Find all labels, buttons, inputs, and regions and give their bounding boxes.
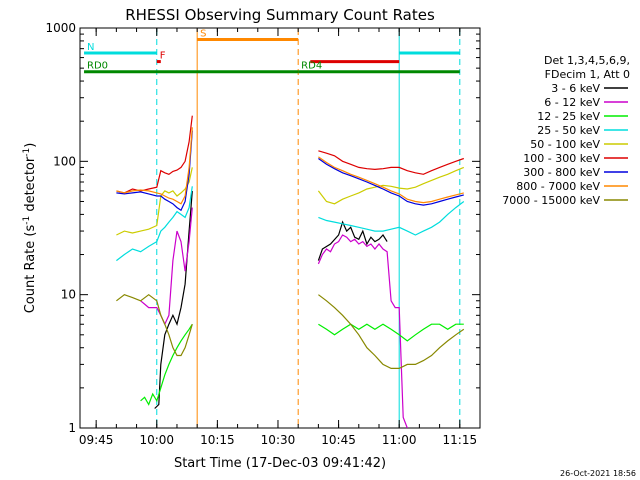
series-line xyxy=(140,323,193,406)
x-tick-label: 09:45 xyxy=(79,433,114,447)
series-line xyxy=(318,158,464,206)
series-line xyxy=(318,201,465,236)
y-tick-label: 10 xyxy=(61,288,76,302)
series-line xyxy=(116,115,193,194)
series-line xyxy=(318,150,464,175)
series-line xyxy=(116,130,193,212)
flag-label: RD4 xyxy=(301,61,322,72)
vlines-group xyxy=(156,29,461,427)
series-line xyxy=(318,323,464,342)
legend-label: 7000 - 15000 keV xyxy=(502,194,600,207)
x-axis-label: Start Time (17-Dec-03 09:41:42) xyxy=(174,456,386,471)
x-tick-label: 11:15 xyxy=(443,433,478,447)
legend-label: 12 - 25 keV xyxy=(537,110,600,123)
x-tick-label: 10:15 xyxy=(200,433,235,447)
timestamp: 26-Oct-2021 18:56 xyxy=(560,469,636,478)
plot-frame xyxy=(79,27,481,429)
x-tick-label: 10:45 xyxy=(321,433,356,447)
axes-group: 1 10 100 1000 09:45 10:00 10:15 10:30 10:45 11:00… xyxy=(45,21,481,447)
series-line xyxy=(116,293,193,357)
legend-label: 100 - 300 keV xyxy=(523,152,600,165)
legend: Det 1,3,4,5,6,9,FDecim 1, Att 03 - 6 keV… xyxy=(502,54,630,207)
series-line xyxy=(317,166,465,205)
series-line xyxy=(140,207,193,326)
series-line xyxy=(116,167,193,236)
legend-label: 6 - 12 keV xyxy=(544,96,600,109)
legend-label: 50 - 100 keV xyxy=(530,138,600,151)
series-line xyxy=(317,234,408,429)
series-line xyxy=(317,220,388,261)
x-tick-label: 10:00 xyxy=(139,433,174,447)
legend-label: 300 - 800 keV xyxy=(523,166,600,179)
series-group xyxy=(116,115,465,429)
flag-label: N xyxy=(87,42,94,53)
flags-group: N F S RD0 RD4 xyxy=(84,28,460,74)
legend-header: Det 1,3,4,5,6,9, xyxy=(544,54,630,67)
series-line xyxy=(154,190,193,409)
legend-label: 800 - 7000 keV xyxy=(516,180,600,193)
x-tick-label: 10:30 xyxy=(261,433,296,447)
flag-label: F xyxy=(160,51,166,62)
x-tick-label: 11:00 xyxy=(382,433,417,447)
flag-label: S xyxy=(200,28,206,39)
series-line xyxy=(116,127,193,205)
y-tick-label: 1000 xyxy=(45,21,76,35)
chart-title: RHESSI Observing Summary Count Rates xyxy=(125,6,435,24)
legend-header: FDecim 1, Att 0 xyxy=(545,68,630,81)
series-line xyxy=(116,186,193,262)
flag-label: RD0 xyxy=(87,61,108,72)
series-line xyxy=(318,294,465,369)
y-axis-label: Count Rate (s-1 detector-1) xyxy=(22,143,38,314)
y-tick-label: 1 xyxy=(68,421,76,435)
legend-label: 3 - 6 keV xyxy=(551,82,600,95)
legend-label: 25 - 50 keV xyxy=(537,124,600,137)
series-line xyxy=(318,156,464,204)
y-tick-label: 100 xyxy=(53,154,76,168)
